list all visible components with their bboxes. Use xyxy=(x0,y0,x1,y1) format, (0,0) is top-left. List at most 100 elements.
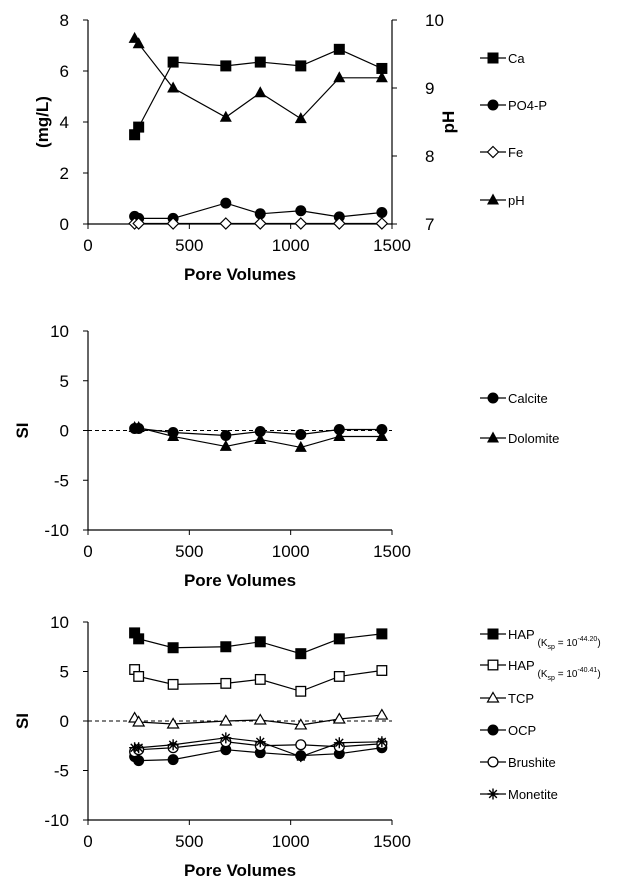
data-point xyxy=(332,217,346,230)
legend-label: PO4-P xyxy=(508,98,547,113)
y-tick-label: 0 xyxy=(60,712,69,731)
series-hap-1 xyxy=(129,627,388,660)
series-line xyxy=(134,747,382,762)
data-point xyxy=(133,755,145,767)
legend-entry: Monetite xyxy=(480,787,558,802)
legend-entry: OCP xyxy=(480,723,536,738)
data-point xyxy=(375,708,389,720)
legend-label: HAP (Ksp = 10-40.41) xyxy=(508,658,601,682)
data-point xyxy=(294,217,308,230)
legend-label: HAP (Ksp = 10-44.20) xyxy=(508,627,601,651)
y-tick-label: 0 xyxy=(60,215,69,234)
legend-marker xyxy=(486,145,500,159)
x-tick-label: 500 xyxy=(175,832,203,851)
data-point xyxy=(332,712,346,724)
legend-marker xyxy=(487,659,499,671)
data-point xyxy=(167,678,179,690)
data-point xyxy=(166,717,180,729)
y-tick-label: 4 xyxy=(60,113,69,132)
legend-marker xyxy=(487,99,499,111)
data-point xyxy=(254,673,266,685)
data-point xyxy=(254,636,266,648)
y2-tick-label: 10 xyxy=(425,11,444,30)
legend-entry: HAP (Ksp = 10-44.20) xyxy=(480,627,601,651)
legend-label: Dolomite xyxy=(508,431,559,446)
series-line xyxy=(134,426,382,449)
data-point xyxy=(133,121,145,133)
legend-label: Brushite xyxy=(508,755,556,770)
legend-marker xyxy=(487,392,499,404)
data-point xyxy=(294,112,307,124)
y-axis-label: SI xyxy=(13,713,32,729)
x-tick-label: 0 xyxy=(83,542,92,561)
data-point xyxy=(375,217,389,230)
legend-label: OCP xyxy=(508,723,536,738)
data-point xyxy=(295,751,307,763)
data-point xyxy=(333,737,345,749)
x-tick-label: 1500 xyxy=(373,832,411,851)
data-point xyxy=(333,43,345,55)
data-point xyxy=(254,432,267,444)
y2-axis-label: pH xyxy=(439,111,458,134)
data-point xyxy=(219,714,233,726)
data-point xyxy=(295,205,307,217)
x-axis-label: Pore Volumes xyxy=(184,861,296,880)
data-point xyxy=(333,71,346,83)
data-point xyxy=(220,641,232,653)
legend-marker xyxy=(486,691,500,703)
data-point xyxy=(220,744,232,756)
legend-entry: Brushite xyxy=(480,755,556,770)
x-tick-label: 0 xyxy=(83,832,92,851)
legend-entry: TCP xyxy=(480,691,534,706)
y-tick-label: 0 xyxy=(60,422,69,441)
data-point xyxy=(133,742,145,754)
series-tcp-3 xyxy=(128,708,389,730)
data-point xyxy=(219,110,232,122)
data-point xyxy=(254,425,266,437)
legend-marker xyxy=(487,628,499,640)
x-axis-label: Pore Volumes xyxy=(184,571,296,590)
data-point xyxy=(295,739,307,751)
legend-entry: pH xyxy=(480,193,525,208)
y-tick-label: 10 xyxy=(50,613,69,632)
data-point xyxy=(132,715,146,727)
data-point xyxy=(376,424,388,436)
data-point xyxy=(220,732,232,744)
legend-marker xyxy=(487,431,499,443)
y-tick-label: 8 xyxy=(60,11,69,30)
data-point xyxy=(132,37,145,49)
data-point xyxy=(375,71,388,83)
data-point xyxy=(166,217,180,230)
data-point xyxy=(132,217,146,230)
data-point xyxy=(333,211,345,223)
series-line xyxy=(134,669,382,692)
x-tick-label: 500 xyxy=(175,542,203,561)
data-point xyxy=(333,633,345,645)
y2-tick-label: 9 xyxy=(425,79,434,98)
data-point xyxy=(220,677,232,689)
legend-label: Monetite xyxy=(508,787,558,802)
data-point xyxy=(333,671,345,682)
y2-tick-label: 7 xyxy=(425,215,434,234)
legend-label: TCP xyxy=(508,691,534,706)
data-point xyxy=(295,685,307,697)
legend-label: Calcite xyxy=(508,391,548,406)
x-tick-label: 1500 xyxy=(373,236,411,255)
y-axis-label: SI xyxy=(13,422,32,438)
x-tick-label: 1000 xyxy=(272,542,310,561)
data-point xyxy=(133,671,145,682)
data-point xyxy=(167,429,180,441)
x-tick-label: 1500 xyxy=(373,542,411,561)
legend-marker xyxy=(487,756,499,768)
data-point xyxy=(294,718,308,730)
legend-label: Ca xyxy=(508,51,525,66)
y-tick-label: 6 xyxy=(60,62,69,81)
data-point xyxy=(376,665,388,676)
data-point xyxy=(294,440,307,452)
data-point xyxy=(295,648,307,660)
data-point xyxy=(167,739,179,751)
legend-entry: Fe xyxy=(480,145,523,160)
series-line xyxy=(134,38,382,120)
legend-marker xyxy=(487,52,499,64)
